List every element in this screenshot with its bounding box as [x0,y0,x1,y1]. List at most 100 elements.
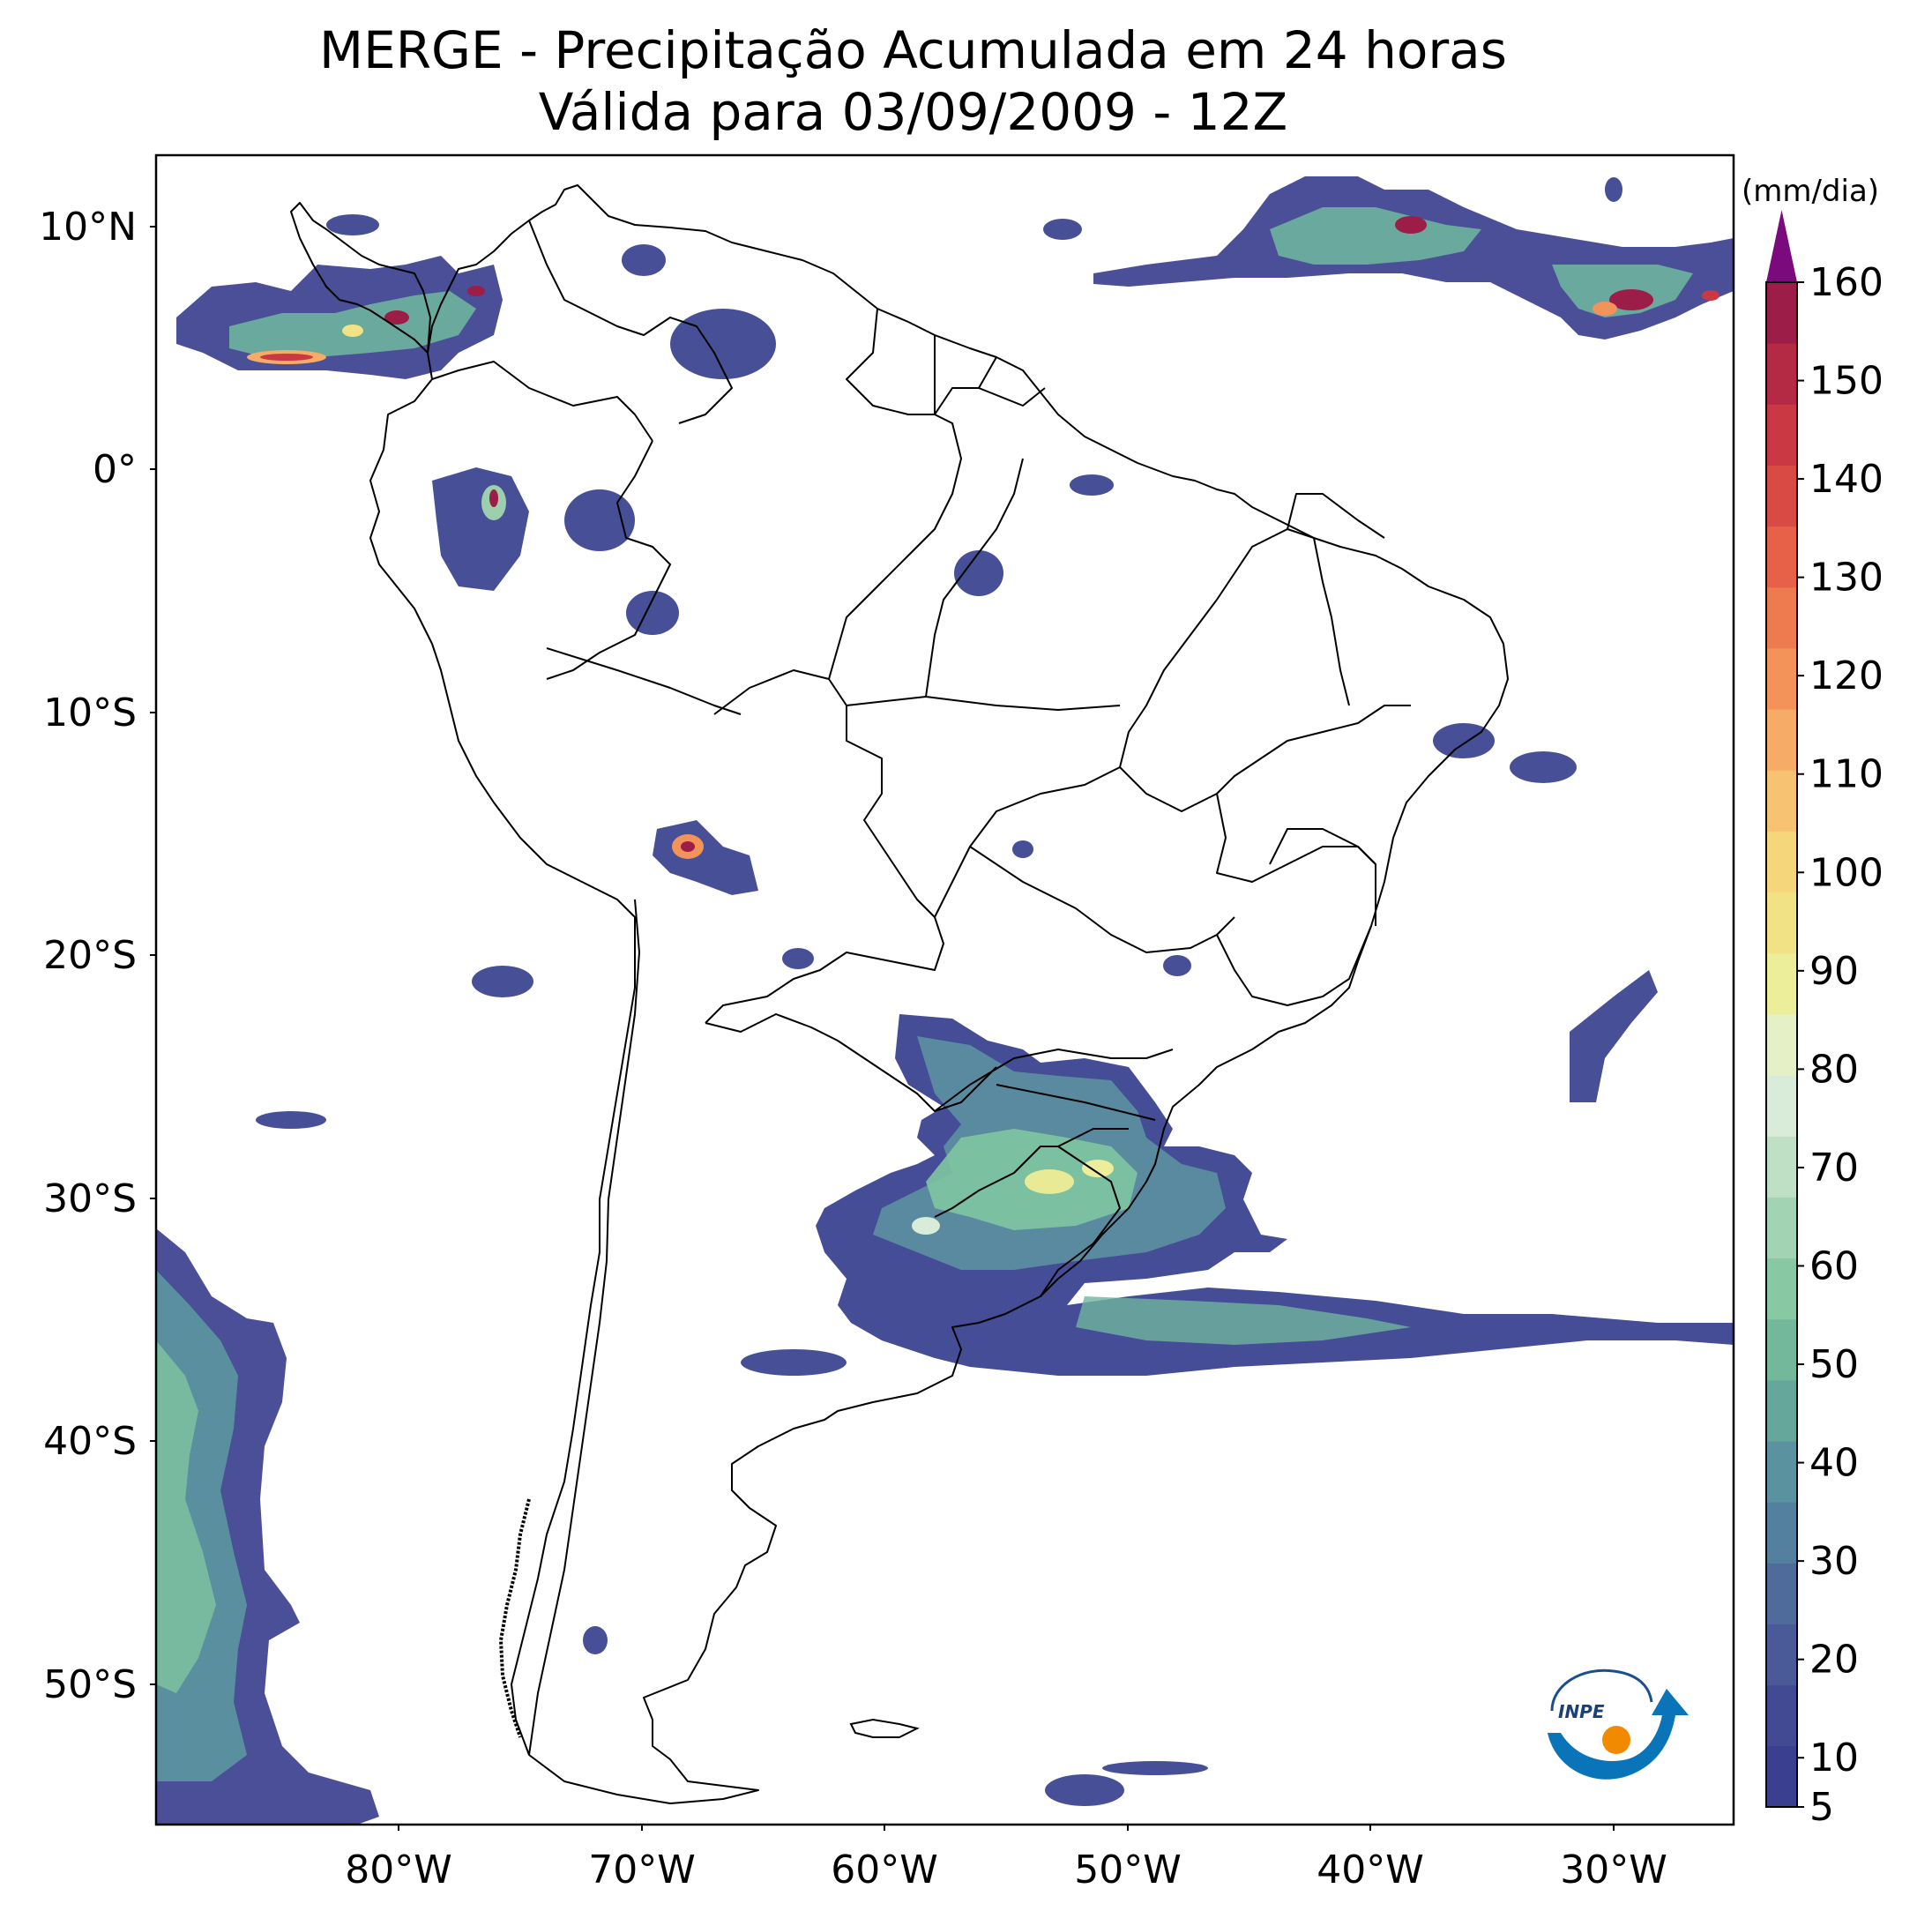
colorbar-segment [1766,1013,1797,1076]
lon-tick-50w: 50°W [1074,1848,1182,1892]
precip-cell-pacific-1 [472,966,533,997]
logo-orbit-icon [1550,1668,1653,1712]
borders-paraguay [705,1013,997,1112]
colorbar-label: 60 [1809,1243,1859,1288]
lat-tick-10n: 10°N [39,205,137,250]
precip-itcz-north [1605,177,1622,202]
colorbar-segment [1766,1563,1797,1625]
borders-brazil-states-9 [1269,828,1376,926]
lat-tick-10s: 10°S [43,690,137,735]
borders-brazil-states-10 [846,458,1121,711]
colorbar-segment [1766,952,1797,1015]
precip-itcz-peak-1 [1395,216,1427,234]
map-frame [154,153,1735,1826]
colorbar-segment [1766,709,1797,771]
colorbar-segment [1766,892,1797,954]
precip-cell-ne-1 [1433,723,1495,758]
colorbar-label: 40 [1809,1441,1859,1486]
borders-brazil-north [546,440,671,680]
precip-peru-north [564,489,635,551]
colorbar-label: 100 [1809,850,1884,895]
precip-colombia-peak-1-core [260,354,313,361]
logo-arrow-icon [1548,1689,1689,1780]
lat-tick-0: 0° [93,447,137,492]
colorbar-label: 140 [1809,457,1884,502]
colorbar-label: 10 [1809,1736,1859,1780]
borders-north [431,361,653,442]
colorbar-label: 90 [1809,949,1859,994]
borders-brazil-states-4 [1216,793,1376,883]
precip-ecuador-core [489,489,498,507]
precip-cell-malvinas [1045,1774,1124,1806]
colorbar-segment [1766,831,1797,893]
colorbar-segment [1766,343,1797,405]
colorbar-segment [1766,404,1797,466]
colorbar-segment [1766,770,1797,832]
colorbar-label: 160 [1809,260,1884,305]
lon-tick-40w: 40°W [1317,1848,1424,1892]
colorbar-segment [1766,1318,1797,1381]
precip-itcz-mid [1270,207,1481,265]
colorbar-label: 20 [1809,1638,1859,1683]
colorbar-segment [1766,526,1797,588]
colorbar-segment [1766,1136,1797,1198]
colorbar-label: 110 [1809,752,1884,797]
borders-brazil-states-6 [996,1084,1156,1147]
south-america-coastline [369,184,1509,1804]
map-title-line-2: Válida para 03/09/2009 - 12Z [538,82,1288,142]
precip-bolivia [653,820,758,895]
precip-cell-south-atlantic [1570,970,1658,1102]
borders-brazil-states-8 [1216,925,1372,1006]
precip-ecuador [432,467,529,591]
colorbar-segment [1766,1745,1797,1808]
precip-peak-1 [1025,1169,1074,1194]
lat-tick-50s: 50°S [43,1662,137,1707]
colorbar-label: 120 [1809,653,1884,698]
precip-cell-argentina [741,1349,847,1376]
lon-tick-30w: 30°W [1560,1848,1667,1892]
precip-itcz-peak-4 [1702,290,1719,301]
lat-tick-30s: 30°S [43,1176,137,1221]
colorbar-label: 30 [1809,1539,1859,1584]
precip-cell-ne-2 [1510,751,1577,783]
colorbar-label: 130 [1809,556,1884,601]
precip-colombia-peak-4 [342,325,363,337]
borders-brazil-states-7 [1216,493,1385,706]
colorbar-unit: (mm/dia) [1742,174,1879,209]
borders-brazil-states-2 [969,846,1235,953]
colorbar-frame [1765,281,1798,1808]
central-america [290,202,431,354]
precip-peru-east [626,591,679,635]
borders-brazil-states-11 [828,414,962,680]
precip-cell-pacific-2 [256,1111,326,1129]
colorbar-extend-arrow [1766,210,1797,282]
precip-bolivia-core [681,841,695,852]
precip-cell-mt [1012,840,1033,858]
precip-colombia-peak-3 [467,286,485,296]
colorbar: (mm/dia) 5 10 20 30 40 50 60 70 80 90 100 110 120 130… [1742,174,1884,1830]
lon-tick-70w: 70°W [588,1848,696,1892]
precip-peak-2 [1082,1160,1114,1177]
colorbar-label: 50 [1809,1342,1859,1387]
logo-sun-icon [1602,1726,1630,1754]
precip-itcz-west [1043,219,1082,240]
colorbar-segment [1766,1624,1797,1686]
colorbar-segment [1766,1075,1797,1137]
colorbar-segments [1766,282,1797,1808]
colorbar-label: 150 [1809,359,1884,404]
colorbar-segment [1766,1684,1797,1747]
precip-cell-paraguay [782,948,814,969]
borders-colombia-venezuela [528,220,733,424]
precip-peak-3 [912,1217,940,1235]
borders-brazil-states-5 [934,1049,1174,1112]
colorbar-label: 80 [1809,1047,1859,1092]
logo-text: INPE [1558,1701,1605,1722]
borders-brazil-states-3 [1119,705,1411,812]
colorbar-segment [1766,647,1797,710]
lon-tick-80w: 80°W [345,1848,452,1892]
borders-uruguay [934,1146,1121,1297]
precip-colombia-peak-2 [384,310,409,325]
colorbar-labels: 5 10 20 30 40 50 60 70 80 90 100 110 120 130 140 150 160 [1797,260,1884,1830]
colorbar-segment [1766,1197,1797,1259]
borders-guianas [846,308,1046,415]
